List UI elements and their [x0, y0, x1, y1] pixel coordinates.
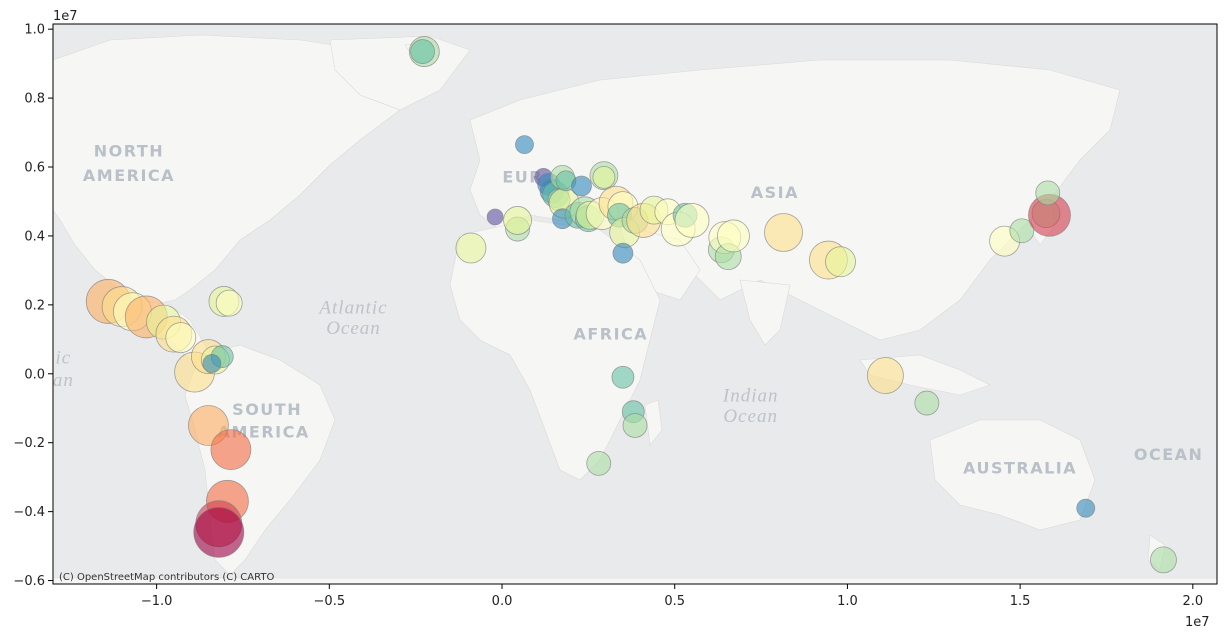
basemap-label: an — [53, 370, 74, 391]
basemap-label: Ocean — [326, 318, 381, 339]
data-point — [215, 289, 243, 317]
basemap-label: AUSTRALIA — [963, 459, 1077, 478]
x-tick-label: 1.0 — [837, 594, 858, 609]
data-point — [592, 165, 616, 189]
x-tick-label: 0.0 — [492, 594, 513, 609]
y-tick-label: 0.4 — [24, 229, 45, 244]
data-point — [1035, 180, 1061, 206]
data-point — [455, 232, 487, 264]
data-point — [867, 357, 904, 394]
data-point — [515, 135, 534, 155]
data-point — [1076, 498, 1096, 518]
scatter-points — [85, 36, 1177, 574]
data-point — [914, 390, 940, 416]
basemap-label: SOUTH — [232, 400, 302, 419]
basemap-label: AMERICA — [83, 166, 175, 185]
data-point — [410, 39, 435, 64]
x-tick-label: −0.5 — [314, 594, 346, 609]
data-point — [503, 206, 532, 235]
data-point — [611, 365, 635, 389]
x-tick-label: 2.0 — [1182, 594, 1203, 609]
data-point — [1009, 218, 1035, 244]
y-tick-label: 1.0 — [24, 23, 45, 38]
y-tick-label: 0.0 — [24, 367, 45, 382]
basemap-label: ASIA — [751, 183, 799, 202]
y-tick-label: 0.2 — [24, 298, 45, 313]
x-tick-label: −1.0 — [141, 594, 173, 609]
data-point — [202, 354, 222, 373]
map-attribution: (C) OpenStreetMap contributors (C) CARTO — [59, 572, 274, 583]
y-tick-label: −0.2 — [13, 436, 45, 451]
basemap-label: Atlantic — [317, 297, 387, 318]
axes-frame — [52, 23, 1218, 585]
data-point — [764, 213, 803, 252]
data-point — [486, 208, 504, 226]
y-tick-label: −0.4 — [13, 505, 45, 520]
basemap-label: EUR — [502, 168, 543, 187]
data-point — [612, 242, 634, 264]
data-point — [165, 322, 197, 354]
data-point — [674, 203, 710, 238]
basemap-label: OCEAN — [1134, 445, 1204, 464]
data-point — [1150, 546, 1177, 574]
y-axis-ticks: −0.6 −0.4 −0.2 0.0 0.2 0.4 0.6 0.8 1.0 — [13, 23, 53, 589]
basemap-label: ic — [56, 347, 72, 368]
x-offset-label: 1e7 — [1185, 615, 1210, 630]
data-point — [571, 175, 592, 197]
x-tick-label: 1.5 — [1010, 594, 1031, 609]
data-point — [210, 429, 252, 471]
y-offset-label: 1e7 — [53, 9, 78, 24]
basemap-label: NORTH — [94, 142, 164, 161]
data-point — [586, 450, 612, 476]
basemap-label: Ocean — [723, 406, 778, 427]
basemap-label: Indian — [722, 385, 779, 406]
data-point — [717, 219, 750, 253]
data-point — [825, 246, 856, 278]
y-tick-label: 0.8 — [24, 92, 45, 107]
y-tick-label: −0.6 — [13, 574, 45, 589]
y-tick-label: 0.6 — [24, 161, 45, 176]
data-point — [193, 506, 245, 558]
data-point — [622, 413, 648, 438]
basemap-label: AFRICA — [573, 324, 648, 343]
x-tick-label: 0.5 — [664, 594, 685, 609]
x-axis-ticks: −1.0 −0.5 0.0 0.5 1.0 1.5 2.0 — [141, 584, 1203, 609]
